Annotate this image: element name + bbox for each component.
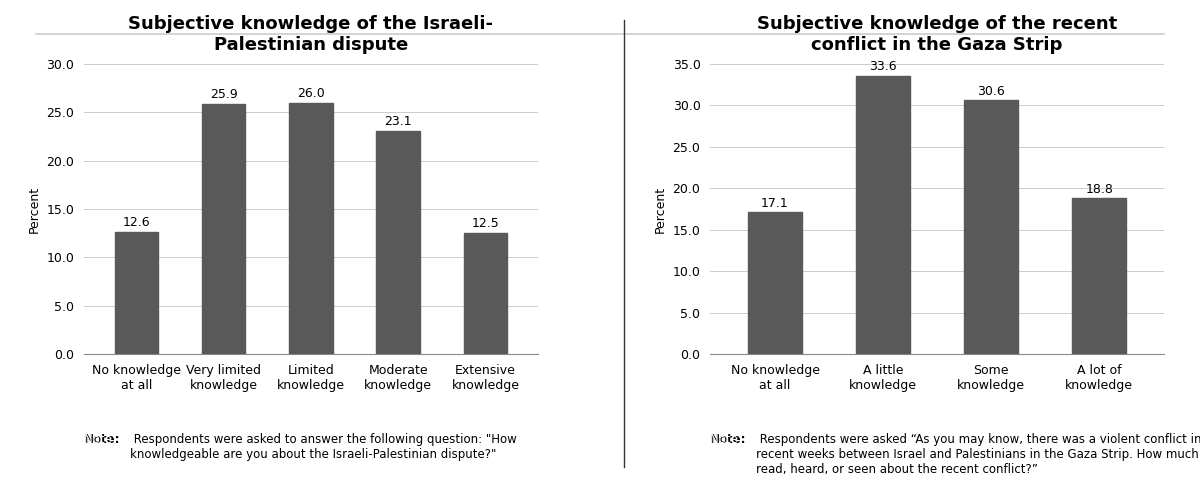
Text: 26.0: 26.0 xyxy=(298,87,325,100)
Title: Subjective knowledge of the recent
conflict in the Gaza Strip: Subjective knowledge of the recent confl… xyxy=(757,15,1117,54)
Bar xyxy=(114,232,158,354)
Text: Note:: Note: xyxy=(710,433,746,446)
Text: 30.6: 30.6 xyxy=(977,85,1006,98)
Bar xyxy=(463,233,508,354)
Text: Note:: Note: xyxy=(84,433,120,446)
Bar xyxy=(856,76,910,354)
Text: Respondents were asked to answer the following question: "How
knowledgeable are : Respondents were asked to answer the fol… xyxy=(130,433,516,461)
Text: 23.1: 23.1 xyxy=(384,115,412,128)
Title: Subjective knowledge of the Israeli-
Palestinian dispute: Subjective knowledge of the Israeli- Pal… xyxy=(128,15,493,54)
Text: 33.6: 33.6 xyxy=(869,60,896,73)
Bar xyxy=(748,213,802,354)
Y-axis label: Percent: Percent xyxy=(28,185,41,233)
Bar xyxy=(377,131,420,354)
Text: 25.9: 25.9 xyxy=(210,88,238,101)
Text: Note: Respondents were asked “As you may know, there was a violent conflict in
r: Note: Respondents were asked “As you may… xyxy=(710,433,1200,476)
Bar xyxy=(964,100,1018,354)
Text: Respondents were asked “As you may know, there was a violent conflict in
recent : Respondents were asked “As you may know,… xyxy=(756,433,1200,476)
Text: Note: Respondents were asked to answer the following question: "How
knowledgeabl: Note: Respondents were asked to answer t… xyxy=(84,433,503,461)
Bar xyxy=(289,103,332,354)
Text: 18.8: 18.8 xyxy=(1085,183,1114,196)
Bar xyxy=(1072,198,1126,354)
Text: 17.1: 17.1 xyxy=(761,197,788,210)
Y-axis label: Percent: Percent xyxy=(654,185,667,233)
Bar xyxy=(202,104,246,354)
Text: 12.6: 12.6 xyxy=(122,216,150,229)
Text: 12.5: 12.5 xyxy=(472,217,499,230)
